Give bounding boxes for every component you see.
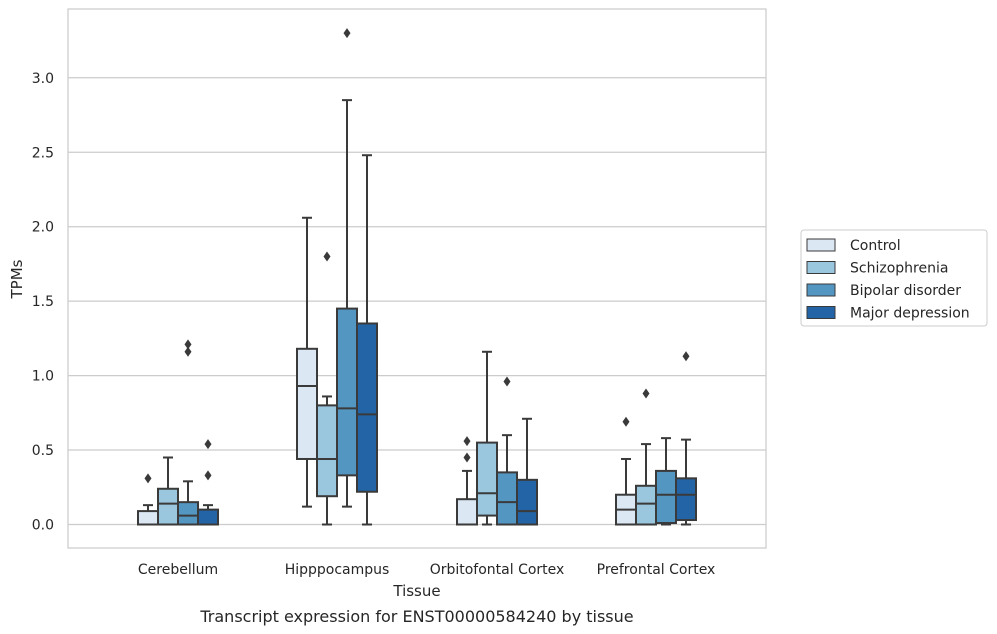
box-body — [675, 477, 697, 522]
y-axis-label: TPMs — [8, 259, 26, 299]
legend-frame — [800, 229, 988, 327]
outlier-point — [184, 346, 192, 357]
box — [316, 251, 338, 526]
x-tick-label: Orbitofontal Cortex — [430, 562, 565, 578]
series-control — [137, 216, 637, 526]
box — [655, 437, 677, 526]
plot-frame — [67, 8, 767, 549]
box-body — [516, 478, 538, 526]
legend-swatch — [806, 261, 836, 274]
box — [177, 339, 199, 526]
outlier-point — [323, 251, 331, 262]
legend-label: Control — [850, 238, 901, 254]
y-tick-label: 2.0 — [32, 220, 54, 236]
outlier-point — [642, 388, 650, 399]
box-body — [316, 404, 338, 498]
outlier-point — [204, 439, 212, 450]
legend-swatch — [806, 283, 836, 297]
box-body — [197, 508, 219, 526]
y-tick-label: 0.5 — [32, 443, 54, 459]
y-axis-ticks: 0.0 0.5 1.0 1.5 2.0 2.5 3.0 — [32, 71, 54, 534]
legend-label: Schizophrenia — [850, 261, 948, 277]
y-tick-label: 0.0 — [32, 518, 54, 534]
outlier-point — [144, 473, 152, 484]
box — [157, 456, 179, 526]
box-body — [157, 487, 179, 526]
box — [197, 439, 219, 526]
outlier-point — [622, 416, 630, 427]
box-body — [635, 484, 657, 526]
box-body — [476, 441, 498, 517]
box — [356, 154, 378, 526]
legend-label: Major depression — [850, 306, 970, 322]
legend-label: Bipolar disorder — [850, 283, 961, 299]
legend: Control Schizophrenia Bipolar disorder Majo… — [800, 229, 988, 327]
box-body — [356, 322, 378, 493]
box — [336, 28, 358, 508]
plot-series — [137, 28, 697, 526]
x-tick-label: Hipppocampus — [285, 562, 390, 578]
outlier-point — [463, 436, 471, 447]
x-tick-label: Cerebellum — [138, 562, 218, 578]
box-body — [456, 498, 478, 526]
box — [476, 350, 498, 526]
box — [496, 376, 518, 526]
box — [456, 436, 478, 526]
box — [137, 473, 159, 526]
box-body — [177, 501, 199, 526]
box-body — [296, 347, 318, 460]
box — [516, 417, 538, 526]
outlier-point — [463, 452, 471, 463]
outlier-point — [503, 376, 511, 387]
chart-title: Transcript expression for ENST0000058424… — [199, 607, 633, 626]
box — [615, 416, 637, 526]
box-body — [336, 307, 358, 477]
box — [635, 388, 657, 526]
box-body — [137, 510, 159, 526]
series-bipolar-disorder — [177, 28, 677, 526]
series-schizophrenia — [157, 251, 657, 526]
y-tick-label: 1.5 — [32, 294, 54, 310]
outlier-point — [184, 339, 192, 350]
outlier-point — [682, 351, 690, 362]
outlier-point — [343, 28, 351, 39]
y-tick-label: 1.0 — [32, 369, 54, 385]
legend-swatch — [806, 306, 836, 319]
box — [675, 351, 697, 526]
series-major-depression — [197, 154, 697, 526]
box-body — [496, 471, 518, 526]
gridlines — [68, 77, 766, 526]
x-tick-label: Prefrontal Cortex — [597, 562, 716, 578]
box — [296, 216, 318, 508]
x-axis-label: Tissue — [392, 582, 440, 600]
legend-swatch — [806, 238, 836, 252]
x-axis-ticks: Cerebellum Hipppocampus Orbitofontal Corte… — [138, 562, 715, 578]
box-body — [655, 469, 677, 525]
y-tick-label: 3.0 — [32, 71, 54, 87]
y-tick-label: 2.5 — [32, 145, 54, 161]
outlier-point — [204, 470, 212, 481]
